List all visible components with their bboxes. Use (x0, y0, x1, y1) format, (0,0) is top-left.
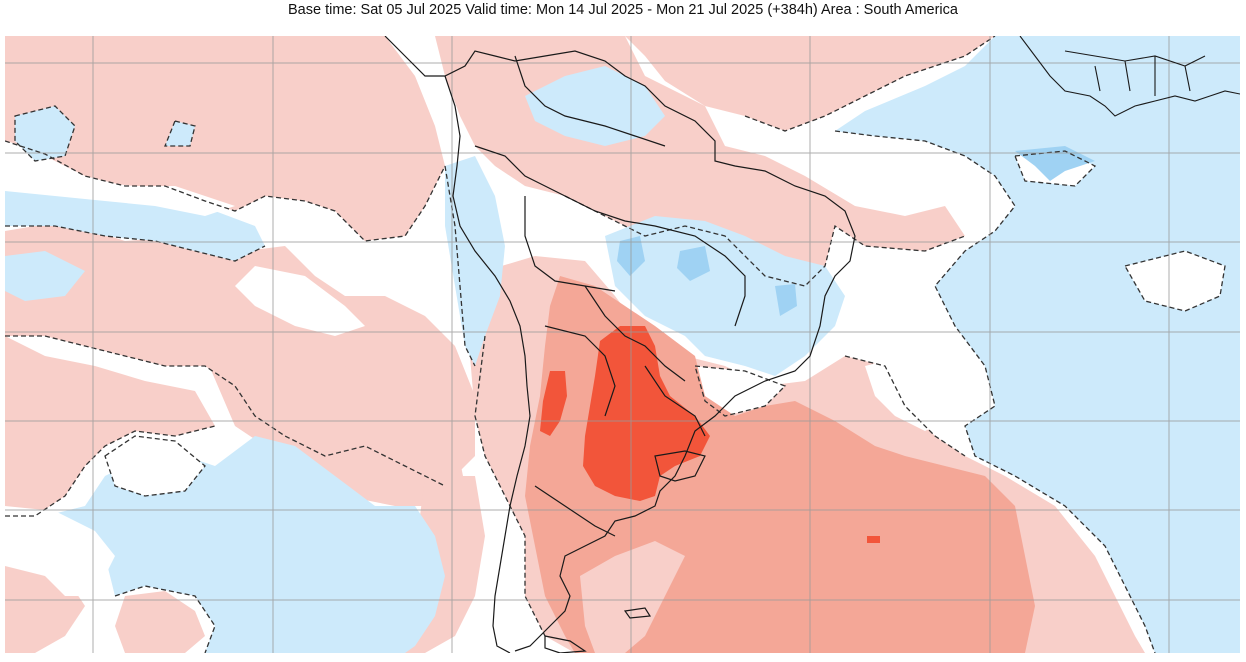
warm-anomaly-light-inner (580, 541, 685, 653)
warm-anomaly-strong-layer (540, 326, 880, 543)
africa-coastline (1019, 36, 1240, 117)
cold-anomaly-light-layer (5, 36, 1240, 653)
graticule (5, 36, 1240, 653)
anomaly-map (5, 36, 1240, 653)
map-title: Base time: Sat 05 Jul 2025 Valid time: M… (288, 2, 958, 18)
map-canvas (5, 36, 1240, 653)
south-america-coastline (384, 36, 856, 653)
neutral-layer (5, 151, 1225, 596)
anomaly-contours (5, 36, 1226, 653)
